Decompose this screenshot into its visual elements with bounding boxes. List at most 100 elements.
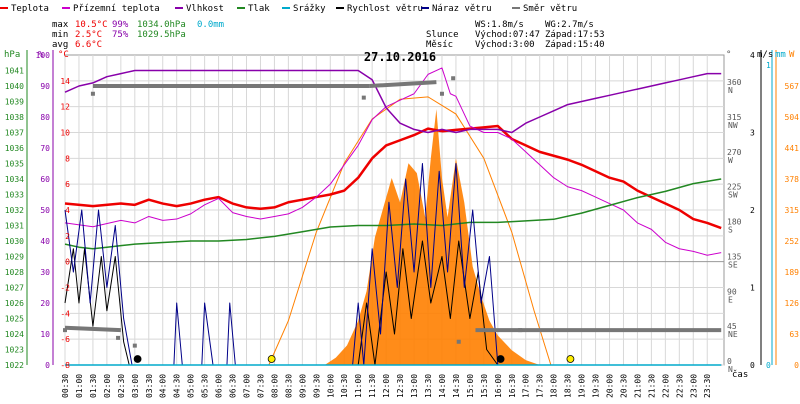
tick-label-time: 21:30 [647,374,656,398]
stats-max-label: max [52,20,69,30]
wind-direction-point [132,343,137,348]
tick-label-time: 02:00 [103,374,112,398]
tick-label-time: 13:30 [424,374,433,398]
astro-marker [566,355,575,363]
tick-label-time: 16:00 [494,374,503,398]
tick-label-wind-speed: 1 [750,284,755,293]
tick-label-wind-direction: 135 [727,252,742,261]
tick-label-wind-direction: 0 [727,357,732,366]
tick-label-time: 16:30 [508,374,517,398]
tick-label-temperature: -4 [60,309,70,318]
tick-label-wind-direction: 360 [727,78,742,87]
legend-label-naraz-vetru: Náraz větru [432,4,492,14]
stats-avg-label: avg [52,40,68,50]
clear-sky-radiation-line [268,96,552,366]
tick-label-humidity: 100 [36,51,51,60]
tick-label-solar: 378 [785,175,800,184]
legend-label-tlak: Tlak [248,4,270,14]
legend: Teplota Přízemní teplota Vlhkost Tlak Sr… [0,4,577,14]
wind-direction-point [456,339,461,344]
tick-label-temperature: 0 [65,258,70,267]
tick-label-solar: 0 [794,361,799,370]
wind-gust-avg: WG:2.7m/s [545,20,594,30]
tick-label-time: 17:30 [536,374,545,398]
info-block: WS:1.8m/s WG:2.7m/s Slunce Východ:07:47 … [426,20,605,50]
unit-degree: ° [726,50,731,60]
tick-label-time: 00:30 [61,374,70,398]
tick-label-time: 12:30 [396,374,405,398]
tick-label-wind-compass: SE [728,260,738,269]
axes-layer: 1022102310241025102610271028102910301031… [5,50,799,398]
tick-label-time: 01:00 [75,374,84,398]
tick-label-wind-speed: 0 [750,361,755,370]
series-tlak [64,178,722,250]
unit-ms: m/s [757,50,773,60]
stats-block: max 10.5°C 99% 1034.0hPa 0.0mm min 2.5°C… [52,20,224,50]
chart-date-title: 27.10.2016 [364,50,436,64]
tick-label-wind-compass: SW [728,191,738,200]
series-teplota [64,124,722,230]
tick-label-humidity: 70 [40,144,50,153]
wind-direction-bar [64,325,121,333]
series-vlhkost [64,69,722,134]
tick-label-wind-compass: NW [728,121,738,130]
tick-label-wind-compass: E [728,295,733,304]
tick-label-pressure: 1041 [5,67,24,76]
tick-label-time: 23:00 [689,374,698,398]
stats-min-temp: 2.5°C [75,30,102,40]
tick-label-solar: 441 [785,144,800,153]
tick-label-solar: 504 [785,113,800,122]
tick-label-time: 02:30 [117,374,126,398]
wind-direction-point [518,328,523,333]
series-n-raz-v-tru [64,163,722,366]
tick-label-time: 13:00 [410,374,419,398]
tick-label-pressure: 1038 [5,113,24,122]
tick-label-time: 14:00 [438,374,447,398]
solar-layer [268,96,552,366]
tick-label-wind-direction: 225 [727,183,742,192]
tick-label-pressure: 1028 [5,268,24,277]
tick-label-time: 22:00 [661,374,670,398]
tick-label-time: 19:30 [592,374,601,398]
tick-label-humidity: 30 [40,268,50,277]
tick-label-time: 20:00 [606,374,615,398]
tick-label-pressure: 1037 [5,129,24,138]
wind-direction-point [63,328,67,333]
tick-label-time: 23:30 [703,374,712,398]
tick-label-humidity: 80 [40,113,50,122]
legend-label-srazky: Srážky [293,4,326,14]
tick-label-pressure: 1022 [5,361,24,370]
tick-label-time: 18:30 [564,374,573,398]
tick-label-temperature: 8 [65,154,70,163]
tick-label-humidity: 90 [40,82,50,91]
stats-max-humidity: 99% [112,20,129,30]
tick-label-humidity: 50 [40,206,50,215]
tick-label-wind-direction: 90 [727,287,737,296]
tick-label-solar: 126 [785,299,800,308]
wind-direction-point [361,95,366,100]
tick-label-humidity: 60 [40,175,50,184]
tick-label-humidity: 0 [45,361,50,370]
tick-label-wind-compass: N [728,86,733,95]
tick-label-wind-speed: 3 [750,129,755,138]
tick-label-temperature: 6 [65,180,70,189]
legend-label-prizemni-teplota: Přízemní teplota [73,4,160,14]
tick-label-temperature: 2 [65,232,70,241]
tick-label-time: 20:30 [619,374,628,398]
tick-label-time: 08:00 [270,374,279,398]
legend-label-smer-vetru: Směr větru [523,4,577,14]
tick-label-wind-direction: 270 [727,148,742,157]
tick-label-pressure: 1035 [5,160,24,169]
unit-time: čas [732,369,748,380]
tick-label-wind-direction: 180 [727,218,742,227]
wind-direction-point [451,76,456,81]
series-rychlost-v-tru [64,240,722,366]
tick-label-temperature: 14 [60,77,70,86]
tick-label-pressure: 1030 [5,237,24,246]
tick-label-humidity: 10 [40,330,50,339]
tick-label-time: 22:30 [675,374,684,398]
tick-label-time: 04:30 [173,374,182,398]
sun-label: Slunce [426,30,459,40]
